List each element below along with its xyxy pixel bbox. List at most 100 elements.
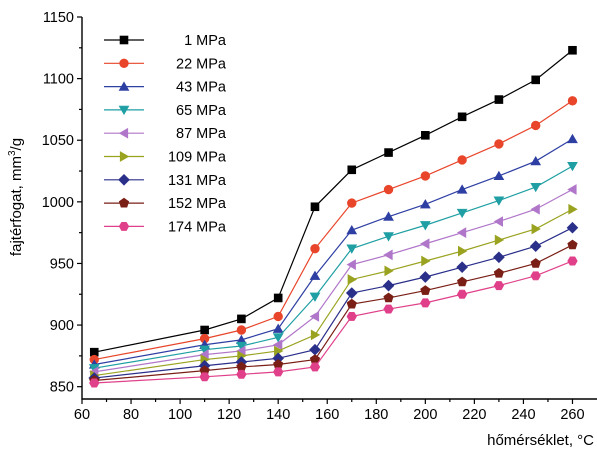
data-point — [567, 256, 578, 266]
data-point — [272, 333, 284, 343]
data-point — [419, 199, 431, 209]
data-point — [347, 198, 357, 208]
data-point — [383, 304, 394, 314]
series-22-mpa — [89, 96, 578, 365]
x-tick-label: 160 — [315, 407, 339, 423]
data-point — [567, 184, 577, 195]
series-line — [94, 100, 573, 361]
data-point — [420, 238, 430, 250]
y-axis-title-main: fajtérfogat, mm — [8, 156, 25, 256]
data-point — [530, 271, 541, 281]
data-point — [457, 155, 467, 165]
legend-item: 65 MPa — [104, 103, 227, 119]
y-tick-label: 900 — [50, 318, 74, 334]
legend-marker — [119, 58, 129, 68]
series-line — [94, 49, 573, 353]
series-line — [94, 165, 573, 369]
data-point — [456, 208, 468, 219]
data-point — [309, 343, 321, 356]
data-point — [309, 270, 321, 280]
y-axis-title-tail: /g — [8, 138, 25, 151]
series-131-mpa — [88, 221, 579, 384]
plot-area — [81, 17, 597, 400]
data-point — [199, 345, 210, 355]
data-point — [494, 95, 504, 104]
y-axis-title: fajtérfogat, mm3/g — [7, 138, 25, 256]
series-174-mpa — [89, 256, 578, 388]
data-point — [382, 279, 395, 292]
data-point — [200, 325, 209, 335]
data-point — [346, 259, 356, 271]
series-line — [94, 260, 573, 384]
data-point — [419, 221, 431, 231]
x-tick-label: 60 — [74, 407, 90, 423]
data-point — [456, 289, 468, 299]
data-point — [383, 184, 394, 195]
data-point — [383, 292, 394, 303]
series-layer — [88, 45, 579, 388]
y-tick-label: 1100 — [43, 72, 74, 88]
data-point — [346, 311, 357, 321]
x-axis-title: hőmérséklet, °C — [487, 432, 594, 449]
series-1-mpa — [89, 45, 577, 357]
plot-frame — [81, 17, 597, 400]
data-point — [567, 96, 578, 106]
data-point — [273, 293, 283, 303]
data-point — [419, 271, 432, 283]
data-point — [346, 298, 357, 309]
data-point — [529, 240, 542, 253]
data-point — [420, 285, 431, 295]
x-tick-label: 200 — [413, 407, 437, 423]
data-point — [456, 227, 467, 239]
data-point — [530, 155, 542, 166]
data-point — [493, 281, 505, 291]
series-line — [94, 208, 573, 377]
x-tick-label: 240 — [511, 407, 535, 423]
data-point — [530, 258, 541, 268]
series-line — [94, 138, 573, 366]
legend-label: 22 MPa — [176, 56, 227, 72]
data-point — [531, 75, 540, 85]
data-point — [383, 211, 394, 221]
y-tick-label: 850 — [50, 380, 74, 396]
data-point — [457, 276, 468, 287]
legend-label: 65 MPa — [176, 103, 227, 119]
data-point — [493, 267, 505, 278]
legend-item: 87 MPa — [104, 126, 227, 142]
data-point — [89, 378, 100, 388]
y-tick-label: 1050 — [42, 133, 74, 149]
legend-marker — [118, 197, 130, 208]
data-point — [566, 221, 579, 234]
legend-label: 174 MPa — [168, 219, 227, 235]
x-tick-label: 140 — [266, 407, 290, 423]
data-point — [493, 196, 505, 206]
y-tick-label: 950 — [50, 256, 74, 272]
legend-label: 131 MPa — [168, 173, 227, 189]
y-axis: 850 900 950 1000 1050 1100 1150 — [42, 10, 82, 396]
legend-marker — [119, 35, 129, 45]
data-point — [420, 171, 431, 181]
legend-label: 1 MPa — [184, 33, 227, 49]
legend-item: 131 MPa — [104, 173, 227, 189]
data-point — [493, 216, 504, 227]
series-87-mpa — [89, 184, 577, 378]
data-point — [236, 325, 247, 335]
data-point — [237, 314, 246, 324]
data-point — [568, 203, 578, 215]
data-point — [346, 244, 358, 254]
data-point — [421, 130, 430, 140]
data-point — [309, 292, 321, 302]
x-tick-label: 180 — [364, 407, 388, 423]
legend-marker — [118, 81, 130, 91]
data-point — [346, 224, 358, 235]
series-109-mpa — [90, 203, 578, 381]
legend-item: 43 MPa — [104, 80, 227, 96]
data-point — [384, 148, 393, 157]
data-point — [530, 203, 540, 215]
series-line — [94, 188, 573, 373]
data-point — [567, 239, 578, 250]
legend-label: 152 MPa — [168, 196, 227, 212]
data-point — [347, 274, 357, 285]
legend-item: 1 MPa — [104, 33, 227, 49]
